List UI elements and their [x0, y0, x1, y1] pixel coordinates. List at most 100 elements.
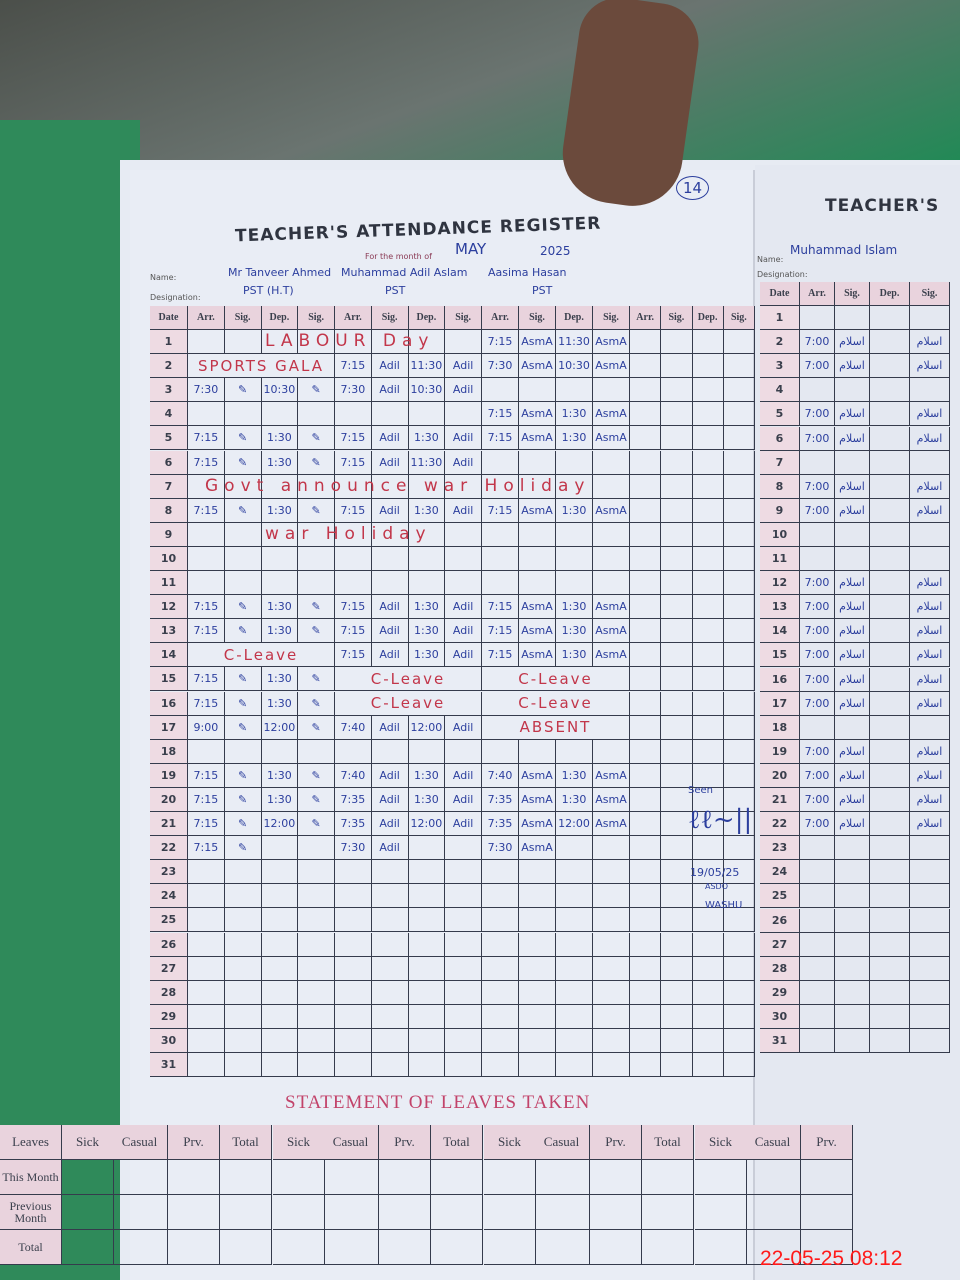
leaves-title: STATEMENT OF LEAVES TAKEN	[285, 1092, 591, 1113]
signature-cell	[723, 595, 755, 620]
right-departure-cell	[870, 836, 910, 861]
arrival-cell: 7:15	[188, 763, 225, 788]
signature-cell	[445, 739, 482, 764]
signature-cell	[298, 980, 335, 1005]
right-signature-cell	[910, 884, 950, 909]
signature-cell	[593, 980, 630, 1005]
signature-cell: ✎	[298, 691, 335, 716]
signature-cell: ✎	[224, 691, 262, 716]
leaves-column-header: Prv.	[801, 1125, 853, 1160]
departure-cell: 1:30	[408, 787, 446, 812]
arrival-cell	[630, 619, 662, 644]
date-cell: 24	[150, 884, 188, 909]
right-signature-cell	[910, 450, 950, 475]
signature-cell	[445, 330, 482, 355]
departure-cell: 1:30	[261, 619, 299, 644]
right-departure-cell	[870, 306, 910, 331]
arrival-cell: 7:15	[482, 619, 519, 644]
arrival-cell: 7:15	[188, 498, 225, 523]
column-header-dep: Dep.	[556, 306, 593, 330]
signature-cell	[298, 884, 335, 909]
arrival-cell: 7:15	[188, 619, 225, 644]
right-signature-cell: اسلام	[835, 812, 870, 837]
signature-cell: AsmA	[593, 402, 630, 427]
right-arrival-cell	[800, 836, 835, 861]
right-departure-cell	[870, 788, 910, 813]
date-cell: 16	[150, 691, 188, 716]
right-arrival-cell	[800, 306, 835, 331]
right-signature-cell: اسلام	[910, 330, 950, 355]
arrival-cell	[630, 812, 662, 837]
leaves-cell	[379, 1160, 431, 1195]
signature-cell	[593, 1004, 630, 1029]
signature-cell	[445, 1028, 482, 1053]
leaves-column-header: Prv.	[379, 1125, 431, 1160]
signature-cell	[723, 474, 755, 499]
departure-cell	[692, 571, 724, 596]
right-date-cell: 27	[760, 932, 800, 957]
signature-cell	[519, 739, 556, 764]
date-cell: 31	[150, 1053, 188, 1078]
right-date-cell: 29	[760, 980, 800, 1005]
arrival-cell	[188, 1028, 225, 1053]
right-page-title: TEACHER'S	[825, 196, 940, 216]
arrival-cell	[335, 402, 372, 427]
departure-cell: 12:00	[408, 812, 446, 837]
right-signature-cell: اسلام	[910, 571, 950, 596]
signature-cell	[661, 836, 693, 861]
departure-cell	[408, 932, 446, 957]
leaves-cell	[168, 1160, 220, 1195]
right-date-cell: 15	[760, 643, 800, 668]
signature-cell	[593, 546, 630, 571]
signature-cell: Adil	[445, 643, 482, 668]
signature-cell: ✎	[224, 787, 262, 812]
departure-cell: 1:30	[261, 595, 299, 620]
right-arrival-cell	[800, 547, 835, 572]
signature-cell: Adil	[371, 378, 409, 403]
column-header-sig: Sig.	[445, 306, 482, 330]
departure-cell	[692, 595, 724, 620]
signature-cell: AsmA	[519, 330, 556, 355]
right-date-cell: 3	[760, 354, 800, 379]
leaves-cell	[534, 1160, 590, 1195]
arrival-cell: 7:15	[482, 402, 519, 427]
date-cell: 7	[150, 474, 188, 499]
signature-cell: ✎	[224, 498, 262, 523]
arrival-cell: 7:15	[482, 595, 519, 620]
arrival-cell: 7:15	[188, 691, 225, 716]
departure-cell: 1:30	[556, 595, 593, 620]
signature-cell	[371, 1028, 409, 1053]
leaves-cell	[323, 1195, 379, 1230]
leaves-cell	[590, 1195, 642, 1230]
right-column-header-date: Date	[760, 282, 800, 306]
departure-cell: 1:30	[261, 763, 299, 788]
right-departure-cell	[870, 450, 910, 475]
right-departure-cell	[870, 595, 910, 620]
officer-signature: ℓℓ~||	[688, 805, 753, 835]
signature-cell: Adil	[371, 354, 409, 379]
leaves-cell	[273, 1230, 325, 1265]
signature-cell: AsmA	[519, 787, 556, 812]
month-label: For the month of	[365, 252, 432, 261]
departure-cell	[261, 908, 299, 933]
departure-cell: 1:30	[556, 402, 593, 427]
right-signature-cell: اسلام	[910, 739, 950, 764]
arrival-cell	[630, 522, 662, 547]
departure-cell: 10:30	[556, 354, 593, 379]
departure-cell: 10:30	[261, 378, 299, 403]
signature-cell: Adil	[445, 812, 482, 837]
right-departure-cell	[870, 643, 910, 668]
departure-cell	[261, 956, 299, 981]
right-signature-cell	[835, 378, 870, 403]
departure-cell	[692, 932, 724, 957]
row-note: war Holiday	[265, 523, 432, 544]
right-date-cell: 8	[760, 474, 800, 499]
departure-cell	[556, 474, 593, 499]
right-departure-cell	[870, 860, 910, 885]
signature-cell	[723, 763, 755, 788]
signature-cell	[224, 522, 262, 547]
departure-cell	[408, 860, 446, 885]
departure-cell	[692, 402, 724, 427]
departure-cell	[692, 474, 724, 499]
right-signature-cell: اسلام	[835, 474, 870, 499]
